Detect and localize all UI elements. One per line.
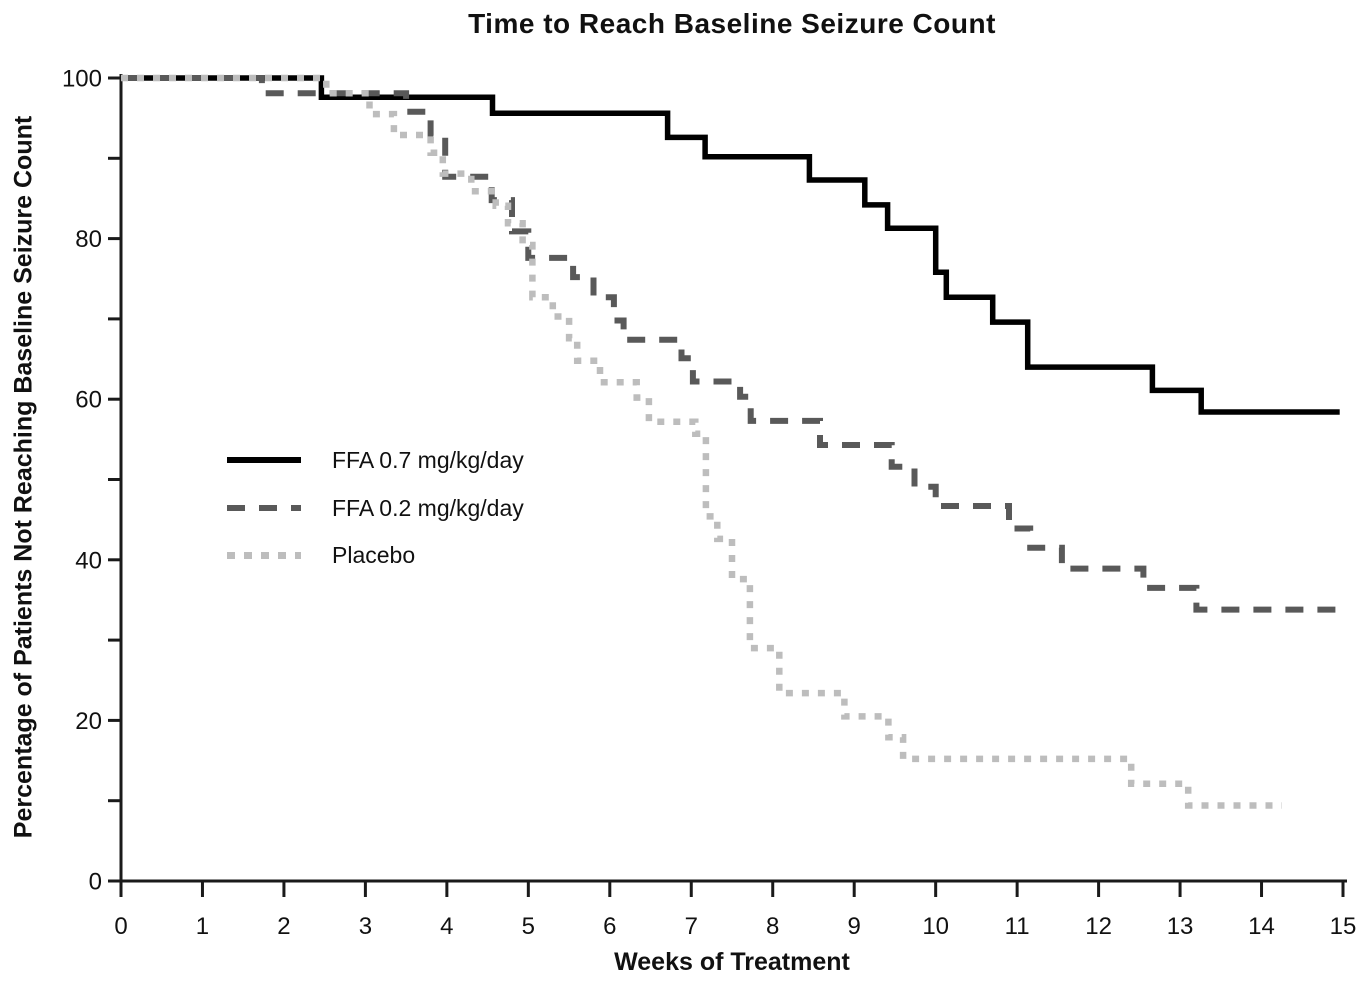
x-tick-label: 1	[196, 913, 209, 940]
x-tick-label: 10	[922, 913, 949, 940]
x-tick-label: 8	[766, 913, 779, 940]
x-tick-label: 4	[440, 913, 453, 940]
legend-item-ffa-0-2: FFA 0.2 mg/kg/day	[227, 495, 524, 521]
x-axis-title: Weeks of Treatment	[614, 948, 850, 976]
legend-swatch-dotted-line-icon	[227, 551, 301, 559]
x-tick-label: 7	[685, 913, 698, 940]
legend-label: Placebo	[332, 541, 416, 568]
x-tick-label: 3	[359, 913, 372, 940]
series-dotted-curve	[121, 74, 1282, 809]
x-tick-label: 11	[1005, 913, 1030, 940]
legend-item-placebo: Placebo	[227, 542, 415, 568]
y-tick-label: 0	[89, 869, 102, 896]
legend-item-ffa-0-7: FFA 0.7 mg/kg/day	[227, 447, 524, 473]
x-tick-label: 9	[848, 913, 861, 940]
chart-title: Time to Reach Baseline Seizure Count	[468, 8, 996, 39]
y-tick-label: 60	[75, 387, 102, 414]
series-dashed-curve	[121, 75, 1343, 613]
legend-swatch-solid-line-icon	[227, 457, 301, 463]
legend-swatch-dashed-line-icon	[227, 505, 301, 511]
y-tick-label: 100	[62, 66, 102, 93]
y-tick-label: 80	[75, 226, 102, 253]
x-tick-label: 6	[603, 913, 616, 940]
x-tick-label: 2	[277, 913, 290, 940]
axes	[119, 74, 1347, 883]
x-ticks: 0 1 2 3 4 5 6 7 8 9 10 11 12 13 14 15	[114, 882, 1357, 940]
x-tick-label: 14	[1248, 913, 1275, 940]
legend-label: FFA 0.2 mg/kg/day	[332, 494, 524, 521]
y-axis-title: Percentage of Patients Not Reaching Base…	[9, 115, 38, 839]
x-tick-label: 15	[1330, 913, 1357, 940]
x-tick-label: 12	[1085, 913, 1112, 940]
y-tick-label: 20	[75, 708, 102, 735]
y-tick-label: 40	[75, 547, 102, 574]
x-tick-label: 0	[114, 913, 127, 940]
legend-label: FFA 0.7 mg/kg/day	[332, 446, 524, 473]
y-ticks: 0 20 40 60 80 100	[62, 66, 120, 896]
x-tick-label: 5	[522, 913, 535, 940]
x-tick-label: 13	[1167, 913, 1194, 940]
series-solid-curve	[121, 75, 1340, 415]
